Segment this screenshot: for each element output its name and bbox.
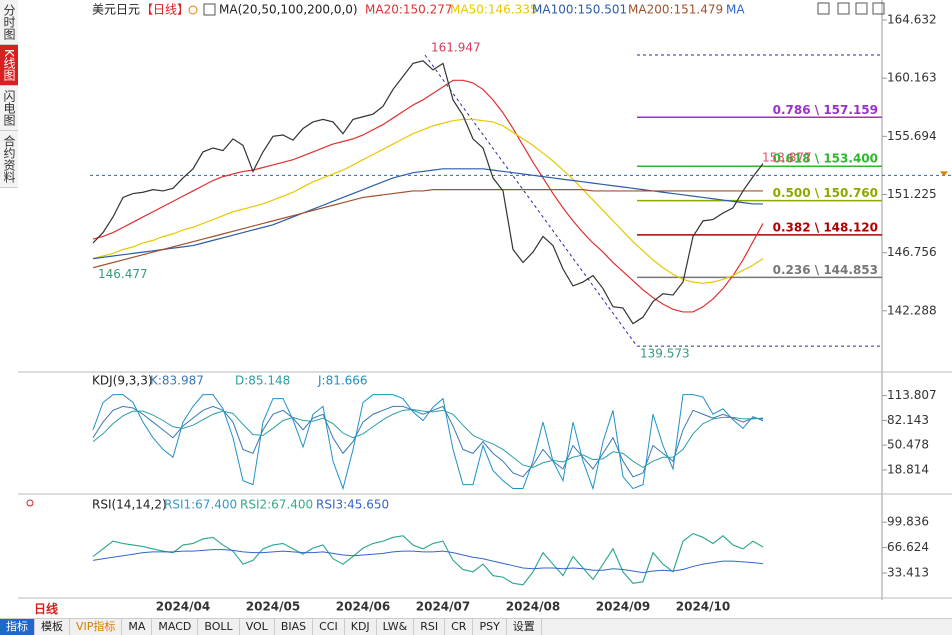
side-tab[interactable]: 合约资料 — [0, 130, 18, 188]
period[interactable]: 【日线】 — [141, 3, 189, 17]
legend-entry: J:81.666 — [317, 374, 368, 388]
toolbar-tab[interactable]: RSI — [414, 619, 446, 635]
series-line — [92, 79, 764, 313]
toolbar-tab[interactable]: KDJ — [345, 619, 377, 635]
series-line — [92, 189, 763, 269]
toolbar-tab[interactable]: MACD — [152, 619, 199, 635]
toolbar-tab[interactable]: LW& — [377, 619, 415, 635]
tool-icon[interactable] — [837, 2, 850, 15]
kdj-title: KDJ(9,3,3) — [92, 374, 153, 388]
fib-label: 0.382 \ 148.120 — [773, 220, 878, 234]
indicator-icon[interactable] — [26, 499, 34, 507]
sidebar: 分时图 K线图 闪电图 合约资料 — [0, 0, 18, 188]
toolbar-tab[interactable]: PSY — [473, 619, 507, 635]
x-tick-label: 2024/05 — [246, 600, 300, 614]
toolbar-tab[interactable]: MA — [122, 619, 153, 635]
series-line — [92, 532, 764, 586]
ma-link[interactable]: MA — [726, 3, 745, 17]
ma-params: MA(20,50,100,200,0,0) — [219, 3, 358, 17]
series-line — [92, 168, 763, 260]
tool-icon[interactable] — [872, 2, 885, 15]
y-tick-label: 99.836 — [887, 515, 929, 529]
y-tick-label: 151.225 — [887, 187, 937, 201]
toolbar-tab[interactable]: VIP指标 — [70, 619, 123, 635]
tool-icon[interactable] — [855, 2, 868, 15]
legend-entry: MA100:150.501 — [532, 3, 627, 17]
series-line — [92, 60, 764, 325]
y-tick-label: 155.694 — [887, 129, 937, 143]
start-low-label: 146.477 — [98, 267, 148, 281]
toolbar-tab[interactable]: 指标 — [0, 619, 35, 635]
x-tick-label: 2024/06 — [336, 600, 390, 614]
y-tick-label: 33.413 — [887, 566, 929, 580]
toolbar-tab[interactable]: CCI — [313, 619, 345, 635]
y-tick-label: 113.807 — [887, 388, 937, 402]
y-tick-label: 146.756 — [887, 245, 937, 259]
legend-entry: RSI3:45.650 — [316, 498, 389, 512]
fib-label: 0.618 \ 153.400 — [773, 152, 878, 166]
x-tick-label: 2024/09 — [596, 600, 650, 614]
fib-label: 0.500 \ 150.760 — [773, 186, 878, 200]
low-label: 139.573 — [640, 347, 690, 361]
y-tick-label: 164.632 — [887, 13, 937, 27]
legend-entry: MA200:151.479 — [628, 3, 723, 17]
toolbar-tab[interactable]: 模板 — [35, 619, 70, 635]
series-line — [92, 405, 764, 478]
x-tick-label: 2024/08 — [506, 600, 560, 614]
toolbar-tab[interactable]: CR — [445, 619, 474, 635]
last-high-label: 153.877 — [762, 151, 812, 165]
legend-entry: D:85.148 — [235, 374, 290, 388]
legend-entry: RSI2:67.400 — [240, 498, 313, 512]
toolbar: 指标 模板 VIP指标 MA MACD BOLL VOL BIAS CCI KDJ LW& RSI CR… — [0, 618, 952, 635]
last-price-marker — [940, 171, 948, 177]
chart: 美元日元 【日线】 MA(20,50,100,200,0,0) MA KDJ(9… — [18, 0, 952, 614]
y-tick-label: 18.814 — [887, 462, 929, 476]
y-tick-label: 82.143 — [887, 413, 929, 427]
x-tick-label: 2024/07 — [416, 600, 470, 614]
series-line — [92, 549, 764, 574]
toolbar-tab[interactable]: BIAS — [275, 619, 314, 635]
y-tick-label: 50.478 — [887, 438, 929, 452]
x-tick-label: 2024/10 — [676, 600, 730, 614]
trend-line — [424, 54, 638, 347]
series-line — [92, 394, 764, 491]
legend-entry: K:83.987 — [150, 374, 204, 388]
toolbar-tab[interactable]: BOLL — [198, 619, 240, 635]
fib-label: 0.236 \ 144.853 — [773, 263, 878, 277]
series-line — [92, 532, 764, 586]
side-tab[interactable]: 分时图 — [0, 0, 18, 45]
legend-entry: MA20:150.277 — [365, 3, 453, 17]
fib-label: 0.786 \ 157.159 — [773, 103, 878, 117]
settings-icon[interactable] — [203, 3, 216, 16]
tool-icon[interactable] — [817, 2, 830, 15]
high-label: 161.947 — [431, 40, 481, 54]
symbol: 美元日元 — [92, 3, 140, 17]
toolbar-tab[interactable]: 设置 — [507, 619, 542, 635]
add-icon[interactable] — [188, 5, 198, 15]
series-line — [92, 118, 764, 284]
rsi-title: RSI(14,14,2) — [92, 498, 167, 512]
legend-entry: RSI1:67.400 — [164, 498, 237, 512]
period-button[interactable]: 日线 — [34, 602, 59, 616]
series-line — [92, 409, 764, 469]
y-tick-label: 142.288 — [887, 303, 937, 317]
toolbar-tab[interactable]: VOL — [240, 619, 275, 635]
y-tick-label: 160.163 — [887, 71, 937, 85]
y-tick-label: 66.624 — [887, 540, 929, 554]
x-tick-label: 2024/04 — [156, 600, 210, 614]
side-tab[interactable]: 闪电图 — [0, 85, 18, 131]
legend-entry: MA50:146.335 — [450, 3, 538, 17]
side-tab[interactable]: K线图 — [0, 45, 18, 86]
